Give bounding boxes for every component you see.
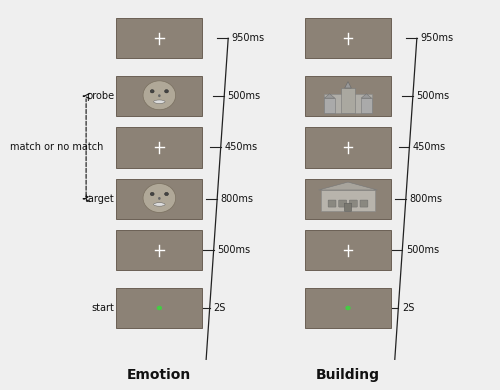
FancyBboxPatch shape bbox=[305, 288, 391, 328]
Ellipse shape bbox=[143, 81, 176, 110]
Text: 2S: 2S bbox=[213, 303, 226, 313]
Text: Emotion: Emotion bbox=[127, 368, 192, 382]
Ellipse shape bbox=[164, 90, 168, 93]
Text: 800ms: 800ms bbox=[409, 194, 442, 204]
Polygon shape bbox=[361, 94, 372, 98]
Text: Building: Building bbox=[316, 368, 380, 382]
FancyBboxPatch shape bbox=[328, 200, 336, 207]
Circle shape bbox=[158, 307, 162, 310]
Text: match or no match: match or no match bbox=[10, 142, 104, 152]
Ellipse shape bbox=[154, 203, 165, 206]
Ellipse shape bbox=[154, 100, 165, 103]
Circle shape bbox=[346, 307, 350, 310]
Ellipse shape bbox=[143, 184, 176, 213]
FancyBboxPatch shape bbox=[305, 230, 391, 270]
FancyBboxPatch shape bbox=[350, 200, 358, 207]
Text: 450ms: 450ms bbox=[224, 142, 258, 152]
Text: 950ms: 950ms bbox=[420, 33, 454, 43]
FancyBboxPatch shape bbox=[116, 179, 202, 219]
FancyBboxPatch shape bbox=[305, 128, 391, 168]
Text: 500ms: 500ms bbox=[217, 245, 250, 255]
FancyBboxPatch shape bbox=[116, 128, 202, 168]
Polygon shape bbox=[319, 182, 377, 190]
Text: 450ms: 450ms bbox=[413, 142, 446, 152]
Polygon shape bbox=[344, 82, 352, 88]
Text: 500ms: 500ms bbox=[406, 245, 439, 255]
FancyBboxPatch shape bbox=[305, 18, 391, 58]
FancyBboxPatch shape bbox=[305, 179, 391, 219]
Text: 500ms: 500ms bbox=[416, 91, 450, 101]
Text: 2S: 2S bbox=[402, 303, 414, 313]
Text: 500ms: 500ms bbox=[228, 91, 261, 101]
Ellipse shape bbox=[158, 94, 160, 97]
Polygon shape bbox=[324, 94, 335, 98]
FancyBboxPatch shape bbox=[324, 98, 335, 113]
FancyBboxPatch shape bbox=[116, 288, 202, 328]
FancyBboxPatch shape bbox=[322, 190, 374, 211]
FancyBboxPatch shape bbox=[360, 200, 368, 207]
FancyBboxPatch shape bbox=[116, 76, 202, 116]
Ellipse shape bbox=[150, 192, 154, 196]
Text: target: target bbox=[84, 194, 114, 204]
FancyBboxPatch shape bbox=[305, 76, 391, 116]
Text: start: start bbox=[91, 303, 114, 313]
Ellipse shape bbox=[150, 90, 154, 93]
FancyBboxPatch shape bbox=[116, 18, 202, 58]
FancyBboxPatch shape bbox=[338, 200, 346, 207]
Text: 950ms: 950ms bbox=[232, 33, 265, 43]
Ellipse shape bbox=[164, 192, 168, 196]
FancyBboxPatch shape bbox=[116, 230, 202, 270]
Ellipse shape bbox=[158, 197, 160, 200]
FancyBboxPatch shape bbox=[361, 98, 372, 113]
Text: 800ms: 800ms bbox=[220, 194, 254, 204]
Text: probe: probe bbox=[86, 91, 114, 101]
FancyBboxPatch shape bbox=[324, 94, 372, 113]
FancyBboxPatch shape bbox=[342, 88, 354, 113]
FancyBboxPatch shape bbox=[344, 203, 352, 211]
